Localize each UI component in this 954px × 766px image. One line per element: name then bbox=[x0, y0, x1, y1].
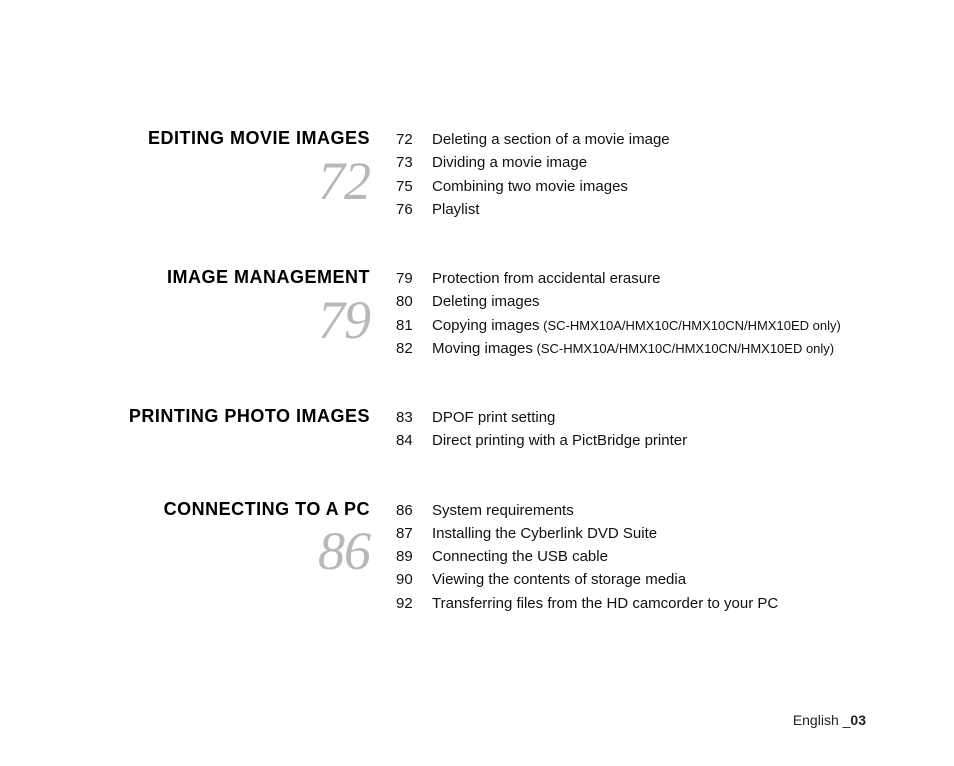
toc-section-editing-movie-images: EDITING MOVIE IMAGES 72 72 Deleting a se… bbox=[88, 128, 866, 221]
toc-page: 86 bbox=[396, 499, 432, 522]
footer-lang: English bbox=[793, 712, 843, 728]
toc-entry: 83 DPOF print setting bbox=[396, 406, 866, 429]
page-footer: English _03 bbox=[793, 712, 866, 728]
toc-entry: 90 Viewing the contents of storage media bbox=[396, 568, 866, 591]
toc-section-connecting-to-a-pc: CONNECTING TO A PC 86 86 System requirem… bbox=[88, 499, 866, 615]
page: EDITING MOVIE IMAGES 72 72 Deleting a se… bbox=[0, 0, 954, 766]
toc-page: 92 bbox=[396, 592, 432, 615]
toc-page: 83 bbox=[396, 406, 432, 429]
section-page-number: 86 bbox=[88, 524, 370, 578]
toc-page: 75 bbox=[396, 175, 432, 198]
section-title: IMAGE MANAGEMENT bbox=[88, 267, 370, 289]
toc-text: Moving images (SC-HMX10A/HMX10C/HMX10CN/… bbox=[432, 337, 866, 360]
toc-text: Dividing a movie image bbox=[432, 151, 866, 174]
section-items: 72 Deleting a section of a movie image 7… bbox=[370, 128, 866, 221]
toc-entry: 92 Transferring files from the HD camcor… bbox=[396, 592, 866, 615]
toc-page: 90 bbox=[396, 568, 432, 591]
toc-text-main: Moving images bbox=[432, 340, 533, 357]
toc-page: 72 bbox=[396, 128, 432, 151]
toc-text: DPOF print setting bbox=[432, 406, 866, 429]
toc-entry: 84 Direct printing with a PictBridge pri… bbox=[396, 429, 866, 452]
section-items: 83 DPOF print setting 84 Direct printing… bbox=[370, 406, 866, 453]
section-items: 86 System requirements 87 Installing the… bbox=[370, 499, 866, 615]
section-header: CONNECTING TO A PC 86 bbox=[88, 499, 370, 579]
toc-section-image-management: IMAGE MANAGEMENT 79 79 Protection from a… bbox=[88, 267, 866, 360]
footer-page-number: 03 bbox=[850, 712, 866, 728]
section-page-number: 72 bbox=[88, 154, 370, 208]
toc-page: 79 bbox=[396, 267, 432, 290]
toc-page: 84 bbox=[396, 429, 432, 452]
toc-text: Viewing the contents of storage media bbox=[432, 568, 866, 591]
toc-entry: 73 Dividing a movie image bbox=[396, 151, 866, 174]
toc-text: Installing the Cyberlink DVD Suite bbox=[432, 522, 866, 545]
toc-page: 82 bbox=[396, 337, 432, 360]
toc-note: (SC-HMX10A/HMX10C/HMX10CN/HMX10ED only) bbox=[533, 341, 834, 356]
toc-page: 73 bbox=[396, 151, 432, 174]
toc-entry: 81 Copying images (SC-HMX10A/HMX10C/HMX1… bbox=[396, 314, 866, 337]
toc-page: 80 bbox=[396, 290, 432, 313]
toc-entry: 75 Combining two movie images bbox=[396, 175, 866, 198]
toc-page: 81 bbox=[396, 314, 432, 337]
section-items: 79 Protection from accidental erasure 80… bbox=[370, 267, 866, 360]
toc-text: Transferring files from the HD camcorder… bbox=[432, 592, 866, 615]
toc-entry: 80 Deleting images bbox=[396, 290, 866, 313]
section-header: PRINTING PHOTO IMAGES bbox=[88, 406, 370, 432]
toc-note: (SC-HMX10A/HMX10C/HMX10CN/HMX10ED only) bbox=[540, 318, 841, 333]
toc-entry: 89 Connecting the USB cable bbox=[396, 545, 866, 568]
toc-text: Combining two movie images bbox=[432, 175, 866, 198]
toc-text: Direct printing with a PictBridge printe… bbox=[432, 429, 866, 452]
toc-page: 87 bbox=[396, 522, 432, 545]
toc-entry: 86 System requirements bbox=[396, 499, 866, 522]
toc-text: Protection from accidental erasure bbox=[432, 267, 866, 290]
toc-text: Deleting a section of a movie image bbox=[432, 128, 866, 151]
toc-text: Copying images (SC-HMX10A/HMX10C/HMX10CN… bbox=[432, 314, 866, 337]
toc-page: 76 bbox=[396, 198, 432, 221]
section-header: IMAGE MANAGEMENT 79 bbox=[88, 267, 370, 347]
toc-text: Deleting images bbox=[432, 290, 866, 313]
section-title: CONNECTING TO A PC bbox=[88, 499, 370, 521]
toc-text: Connecting the USB cable bbox=[432, 545, 866, 568]
toc-entry: 82 Moving images (SC-HMX10A/HMX10C/HMX10… bbox=[396, 337, 866, 360]
toc-entry: 87 Installing the Cyberlink DVD Suite bbox=[396, 522, 866, 545]
toc-entry: 76 Playlist bbox=[396, 198, 866, 221]
toc-text: System requirements bbox=[432, 499, 866, 522]
toc-text-main: Copying images bbox=[432, 317, 540, 334]
section-title: PRINTING PHOTO IMAGES bbox=[88, 406, 370, 428]
toc-entry: 72 Deleting a section of a movie image bbox=[396, 128, 866, 151]
toc-section-printing-photo-images: PRINTING PHOTO IMAGES 83 DPOF print sett… bbox=[88, 406, 866, 453]
section-header: EDITING MOVIE IMAGES 72 bbox=[88, 128, 370, 208]
toc-entry: 79 Protection from accidental erasure bbox=[396, 267, 866, 290]
toc-text: Playlist bbox=[432, 198, 866, 221]
section-page-number: 79 bbox=[88, 293, 370, 347]
toc-page: 89 bbox=[396, 545, 432, 568]
section-title: EDITING MOVIE IMAGES bbox=[88, 128, 370, 150]
